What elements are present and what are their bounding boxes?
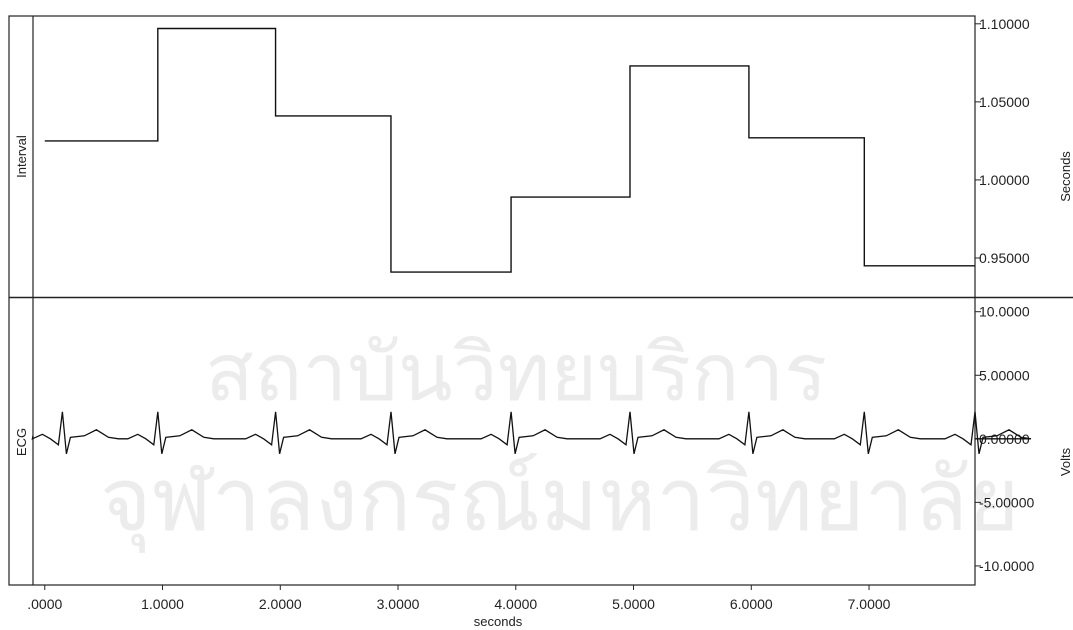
x-tick-label: 1.0000 <box>141 596 184 612</box>
x-tick-label: 5.0000 <box>612 596 655 612</box>
panel-1-ytick-label: 1.10000 <box>979 16 1030 32</box>
panel-2-ytick-label: 10.0000 <box>979 304 1030 320</box>
panel-2-ylabel: ECG <box>14 428 29 456</box>
panel-1-ytick-label: 1.00000 <box>979 172 1030 188</box>
panel-2-ytick-label: -10.0000 <box>979 558 1034 574</box>
x-tick-label: 2.0000 <box>259 596 302 612</box>
interval-series-line <box>44 27 975 273</box>
panel-1-ytick-label: 1.05000 <box>979 94 1030 110</box>
x-tick-label: .0000 <box>27 596 62 612</box>
x-tick-label: 7.0000 <box>848 596 891 612</box>
panel-2-ytick-label: -5.00000 <box>979 494 1034 510</box>
panel-2-right-label: Volts <box>1058 447 1073 476</box>
panel-1-right-label: Seconds <box>1058 151 1073 202</box>
watermark-line-1: สถาบันวิทยบริการ <box>205 326 827 419</box>
panel-1-ytick-label: 0.95000 <box>979 250 1030 266</box>
x-tick-label: 6.0000 <box>730 596 773 612</box>
x-tick-label: 3.0000 <box>377 596 420 612</box>
watermark-line-2: จุฬาลงกรณ์มหาวิทยาลัย <box>100 448 1020 553</box>
x-tick-label: 4.0000 <box>494 596 537 612</box>
panel-1-ylabel: Interval <box>14 135 29 178</box>
x-axis-title: seconds <box>474 614 523 629</box>
plot-area: Interval Seconds 1.10000 1.05000 1.00000 0.95… <box>8 15 1073 629</box>
chart-frame <box>8 15 976 586</box>
panel-2-ytick-label: 5.00000 <box>979 367 1030 383</box>
ecg-series-line <box>31 411 1032 454</box>
